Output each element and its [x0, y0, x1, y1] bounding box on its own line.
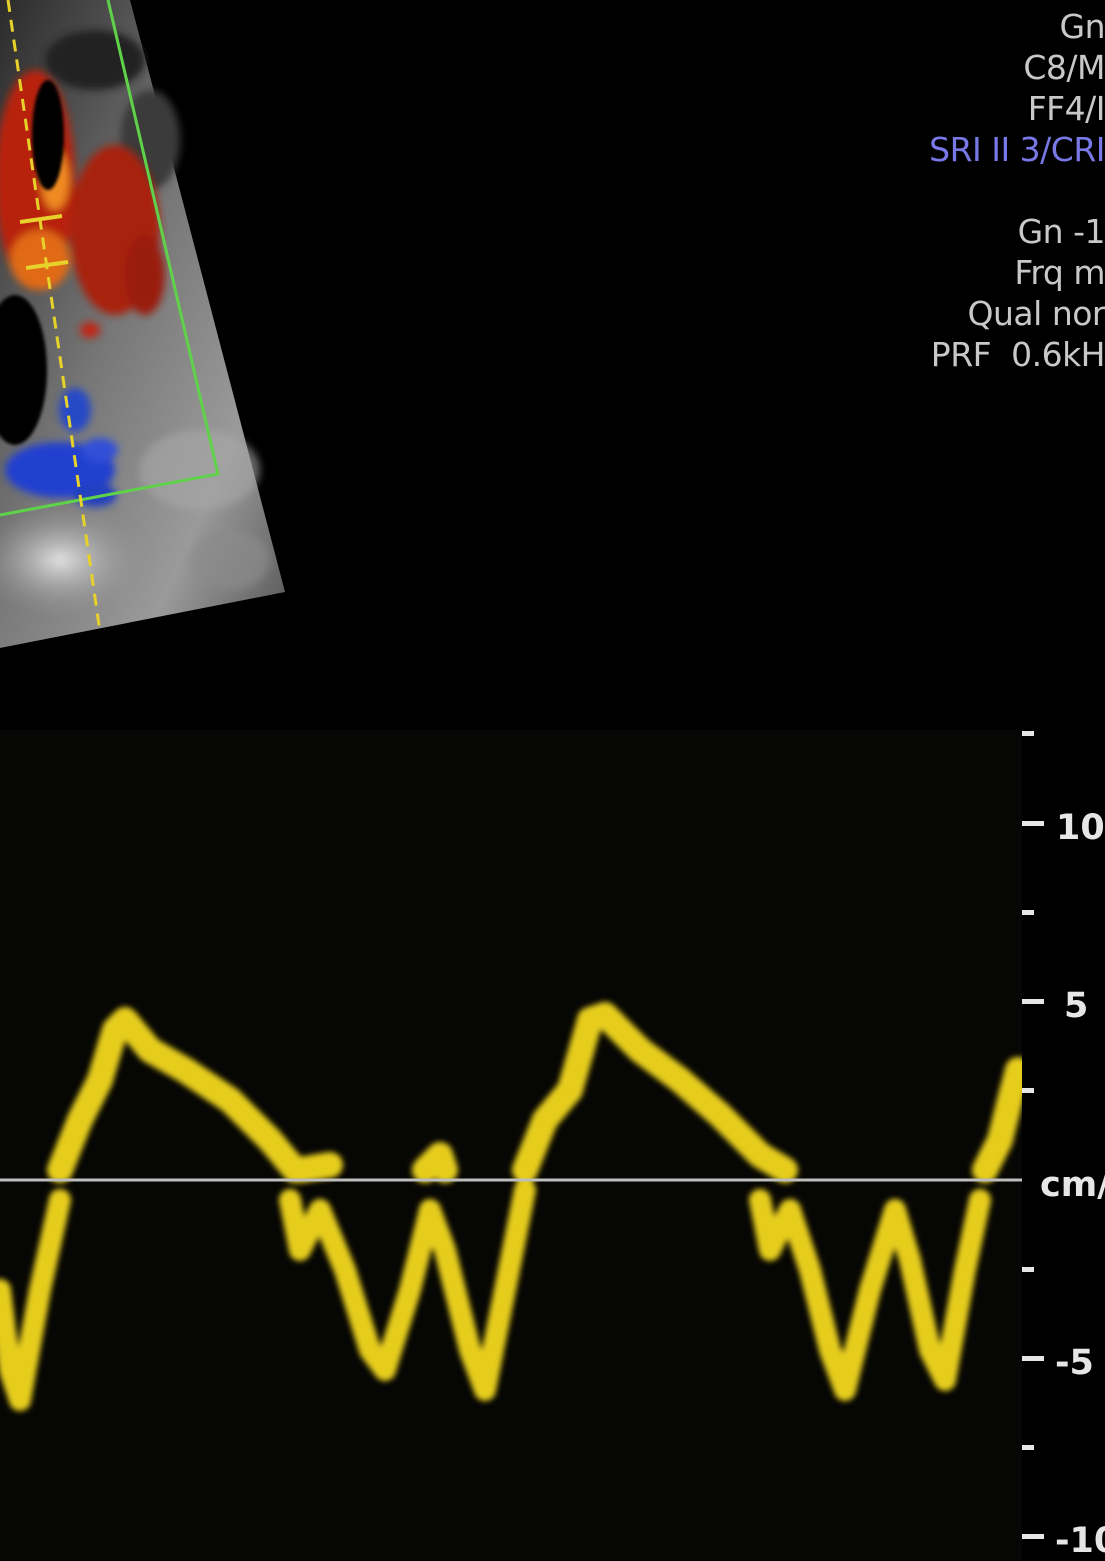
scale-tick [1022, 1534, 1044, 1539]
param-prf: PRF 0.6kH [931, 334, 1105, 375]
param-frame-filter: FF4/I [1028, 88, 1105, 129]
scale-tick [1022, 1356, 1044, 1361]
scale-tick [1022, 1445, 1034, 1450]
scale-tick [1022, 999, 1044, 1004]
param-frequency: Frq m [1014, 252, 1105, 293]
scale-tick [1022, 1267, 1034, 1272]
scale-label-neg10: -10 [1055, 1524, 1105, 1559]
scale-tick [1022, 910, 1034, 915]
param-sri: SRI II 3/CRI [929, 129, 1105, 170]
param-color-map: C8/M [1023, 47, 1105, 88]
scale-label-neg5: -5 [1055, 1346, 1094, 1381]
scale-tick [1022, 1088, 1034, 1093]
param-gain: Gn [1060, 6, 1105, 47]
spectral-doppler-trace [0, 730, 1022, 1560]
scale-label-5: 5 [1064, 989, 1088, 1024]
velocity-unit-label: cm/ [1040, 1168, 1105, 1203]
param-doppler-gain: Gn -1 [1018, 211, 1105, 252]
color-doppler-sector-image [0, 0, 300, 660]
scale-tick [1022, 731, 1034, 736]
spectrum-background [0, 730, 1022, 1560]
scale-tick [1022, 821, 1044, 826]
param-quality: Qual nor [968, 293, 1105, 334]
scale-label-10: 10 [1056, 811, 1105, 846]
